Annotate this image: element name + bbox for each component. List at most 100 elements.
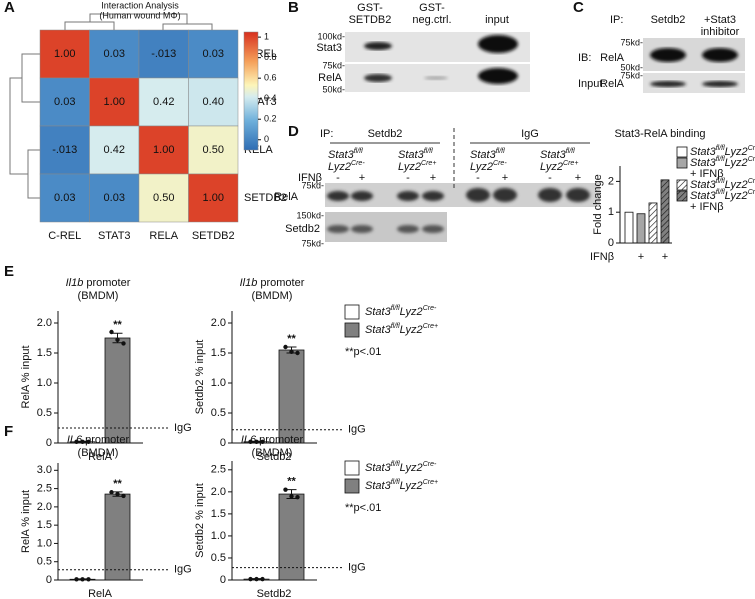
superscript: fl/fl — [716, 189, 725, 196]
data-point — [295, 350, 300, 356]
dendrogram — [9, 13, 213, 199]
x-tick-label: Setdb2 — [257, 588, 292, 599]
row-label: RelA — [600, 78, 625, 90]
superscript: Cre+ — [563, 160, 578, 167]
size-marker: 50kd- — [322, 84, 345, 94]
superscript: Cre+ — [748, 189, 755, 196]
y-axis-label: RelA % input — [20, 490, 32, 553]
data-point — [283, 487, 288, 492]
condition-label: inhibitor — [701, 26, 740, 38]
heatmap-cell — [188, 125, 239, 175]
legend-swatch — [344, 322, 360, 338]
legend-label: Stat3fl/flLyz2Cre+ — [365, 479, 438, 492]
bar — [104, 337, 131, 444]
row-label: Setdb2 — [285, 223, 320, 235]
superscript: Cre- — [493, 160, 507, 167]
y-tick-label: 1 — [608, 206, 614, 218]
bar — [624, 211, 634, 244]
text-span: Stat3 — [690, 146, 717, 158]
lane-sign: - — [476, 172, 480, 184]
column-label: C-REL — [48, 230, 81, 242]
superscript: fl/fl — [424, 148, 433, 155]
y-tick-label: 1.5 — [37, 519, 52, 531]
text-span: Stat3 — [365, 480, 392, 492]
heatmap-cell — [138, 173, 189, 223]
data-point — [121, 341, 126, 346]
superscript: Cre+ — [423, 479, 438, 486]
size-marker: 50kd- — [620, 62, 643, 72]
text-span: Stat3 — [690, 179, 717, 191]
genotype-label: Stat3fl/fl — [398, 148, 433, 161]
group-label: IgG — [521, 128, 539, 140]
cell-label: 0.50 — [153, 192, 174, 204]
y-tick-label: 2.0 — [211, 486, 226, 498]
text-span: Lyz2 — [725, 157, 748, 169]
superscript: Cre+ — [423, 323, 438, 330]
data-point — [115, 337, 120, 342]
lane-label: GST- — [357, 2, 383, 14]
heatmap-cell — [39, 125, 90, 175]
lane-label: GST- — [419, 2, 445, 14]
text-span: Lyz2 — [400, 324, 423, 336]
legend-swatch — [676, 190, 688, 202]
colorbar-tick-label: 1 — [264, 32, 269, 42]
text-span: Lyz2 — [725, 146, 748, 158]
condition-label: +Stat3 — [704, 14, 736, 26]
superscript: Cre+ — [748, 178, 755, 185]
y-tick-label: 2.0 — [37, 317, 52, 329]
lane-sign: + — [502, 172, 508, 184]
y-tick-label: 1.5 — [211, 508, 226, 520]
superscript: fl/fl — [716, 156, 725, 163]
data-point — [248, 576, 253, 582]
cell-label: 0.03 — [203, 48, 224, 60]
genotype-label: Lyz2Cre- — [328, 160, 365, 173]
ip-target: Setdb2 — [651, 14, 686, 26]
size-marker: 100kd- — [317, 31, 345, 41]
y-tick-label: 2.5 — [211, 464, 226, 476]
igg-label: IgG — [348, 424, 366, 436]
row-label: SETDB2 — [244, 192, 287, 204]
cell-label: 1.00 — [54, 48, 75, 60]
cell-label: 0.42 — [153, 96, 174, 108]
row-label: RelA — [600, 52, 625, 64]
input-label: Input: — [578, 78, 606, 90]
y-tick-label: 2.0 — [211, 317, 226, 329]
bar — [278, 349, 305, 444]
y-tick-label: 0 — [220, 574, 226, 586]
data-point — [248, 439, 253, 444]
significance-label: ** — [113, 319, 122, 331]
significance-label: ** — [287, 476, 296, 488]
x-tick-label: Setdb2 — [257, 451, 292, 463]
data-point — [295, 494, 300, 500]
ip-label: IP: — [320, 128, 333, 140]
legend-label: Stat3fl/flLyz2Cre+ — [365, 323, 438, 336]
western-blot — [325, 128, 600, 242]
lane-sign: + — [575, 172, 581, 184]
text-span: Stat3 — [540, 149, 567, 161]
heatmap-cell — [39, 77, 90, 127]
group-label: Setdb2 — [368, 128, 403, 140]
chart-subtitle: (BMDM) — [78, 447, 119, 459]
column-label: SETDB2 — [192, 230, 235, 242]
legend-label: Stat3fl/flLyz2Cre+ — [690, 178, 755, 191]
y-axis-label: Setdb2 % input — [194, 340, 206, 415]
data-point — [289, 494, 294, 499]
bar — [104, 493, 131, 581]
data-point — [80, 577, 85, 582]
y-tick-label: 0.5 — [37, 556, 52, 568]
text-span: Stat3 — [398, 149, 425, 161]
legend-label: Stat3fl/flLyz2Cre- — [690, 145, 755, 158]
panel-label: C — [573, 0, 584, 16]
heatmap-subtitle: (Human wound MΦ) — [99, 10, 180, 20]
text-span: Stat3 — [365, 306, 392, 318]
data-point — [254, 576, 259, 582]
text-span: promoter — [259, 434, 303, 446]
y-tick-label: 0.5 — [211, 552, 226, 564]
legend-swatch — [344, 460, 360, 476]
chart-title: IL6 promoter — [241, 434, 304, 446]
text-span: IL6 — [67, 434, 83, 446]
cell-label: 1.00 — [203, 192, 224, 204]
ib-label: IB: — [578, 52, 591, 64]
text-span: Il1b — [240, 277, 258, 289]
y-axis-label: Fold change — [592, 174, 604, 235]
